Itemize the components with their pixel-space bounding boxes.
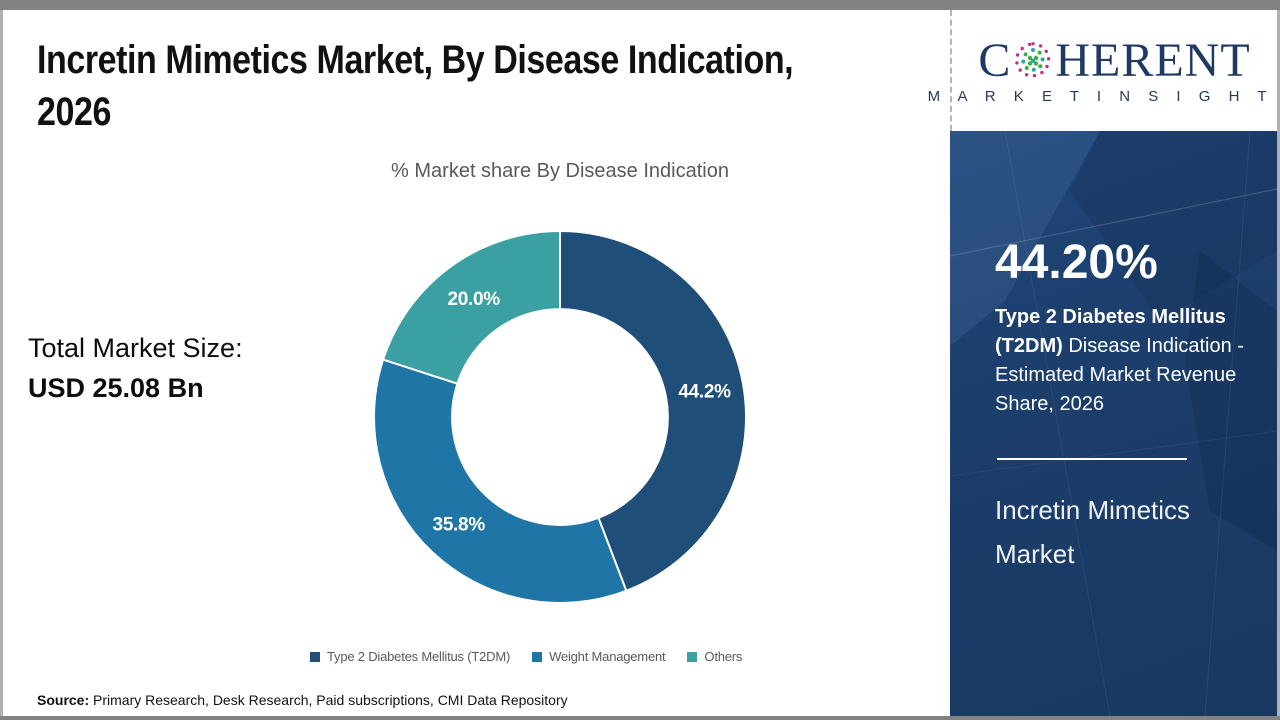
total-market-size-value: USD 25.08 Bn [28, 373, 204, 403]
donut-slice-3 [381, 229, 561, 385]
chart-title: % Market share By Disease Indication [391, 160, 729, 182]
frame-border-top [0, 0, 1280, 10]
brand-tagline: M A R K E T I N S I G H T S [927, 87, 1280, 105]
source-label: Source: [37, 692, 90, 708]
source-note: Source: Primary Research, Desk Research,… [37, 692, 568, 708]
legend-item-3: Others [687, 649, 742, 664]
donut-slice-2 [373, 358, 628, 604]
donut-chart-container: 44.2% 35.8% 20.0% [360, 217, 760, 617]
donut-slice-1 [559, 229, 747, 593]
legend-swatch-icon [687, 651, 698, 662]
legend-item-1: Type 2 Diabetes Mellitus (T2DM) [310, 649, 510, 664]
brand-word-rest: HERENT [1055, 33, 1251, 87]
legend-label: Others [704, 649, 743, 664]
donut-slice-label-2: 35.8% [433, 514, 486, 535]
legend-item-2: Weight Management [532, 649, 666, 664]
frame-border-left [0, 10, 3, 716]
page-title: Incretin Mimetics Market, By Disease Ind… [37, 34, 955, 138]
legend-label: Type 2 Diabetes Mellitus (T2DM) [327, 649, 511, 664]
sidebar-divider [997, 458, 1187, 460]
chart-legend: Type 2 Diabetes Mellitus (T2DM) Weight Ma… [310, 649, 742, 664]
sidebar-stat-description: Type 2 Diabetes Mellitus (T2DM) Disease … [995, 303, 1267, 419]
legend-swatch-icon [532, 651, 543, 662]
source-text: Primary Research, Desk Research, Paid su… [89, 692, 568, 708]
total-market-size: Total Market Size: USD 25.08 Bn [28, 328, 243, 408]
total-market-size-label: Total Market Size: [28, 333, 243, 363]
sidebar-stat-rest: Disease Indication - Estimated Market Re… [995, 335, 1244, 415]
donut-slice-label-1: 44.2% [678, 381, 731, 402]
sidebar-stat-value: 44.20% [995, 236, 1158, 289]
highlight-sidebar: 44.20% Type 2 Diabetes Mellitus (T2DM) D… [950, 131, 1277, 716]
legend-swatch-icon [310, 651, 320, 662]
dotted-globe-icon [1015, 41, 1051, 77]
frame-border-bottom [0, 716, 1280, 720]
donut-slice-label-3: 20.0% [447, 289, 500, 310]
page-title-line2: 2026 [37, 90, 111, 134]
world-map-texture [950, 131, 1277, 716]
frame-border-right [1277, 10, 1280, 716]
donut-chart: 44.2% 35.8% 20.0% [373, 229, 747, 604]
brand-logo: C [978, 33, 1251, 87]
brand-letter-c: C [978, 33, 1012, 87]
page-title-line1: Incretin Mimetics Market, By Disease Ind… [37, 38, 794, 82]
legend-label: Weight Management [549, 649, 666, 664]
brand-logo-block: C [928, 10, 1280, 131]
sidebar-stat-bold: Type 2 Diabetes Mellitus (T2DM) [995, 306, 1226, 357]
sidebar-heading: Incretin Mimetics Market [995, 495, 1191, 569]
